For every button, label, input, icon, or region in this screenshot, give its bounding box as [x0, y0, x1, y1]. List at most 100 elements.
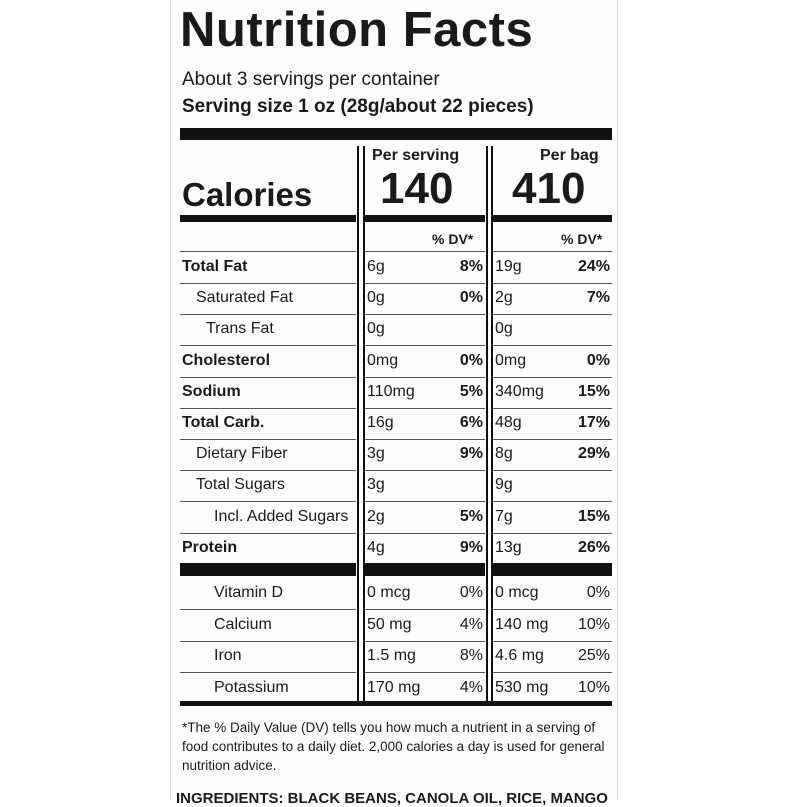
- nutrient-name: Trans Fat: [206, 320, 274, 338]
- daily-value: 0%: [586, 351, 610, 369]
- daily-value: 26%: [577, 538, 610, 556]
- row-rule: [493, 345, 612, 346]
- amount: 0g: [367, 289, 385, 307]
- row-rule: [493, 251, 612, 252]
- amount: 16g: [367, 414, 394, 431]
- daily-value: 6%: [459, 414, 483, 431]
- serving-size: Serving size 1 oz (28g/about 22 pieces): [182, 96, 534, 117]
- row-rule: [365, 470, 485, 471]
- daily-value: 15%: [577, 507, 610, 525]
- amount: 530 mg: [495, 678, 549, 696]
- daily-value: 8%: [459, 258, 483, 275]
- row-rule: [180, 408, 356, 409]
- row-rule: [365, 439, 485, 440]
- dv-header: % DV*: [432, 231, 474, 247]
- row-rule: [180, 377, 356, 378]
- row-rule: [365, 408, 485, 409]
- row-rule: [493, 377, 612, 378]
- nutrient-name: Protein: [182, 538, 238, 556]
- row-rule: [365, 641, 485, 642]
- row-rule: [180, 641, 356, 642]
- daily-value: 15%: [577, 382, 610, 400]
- daily-value: 0%: [586, 584, 610, 601]
- daily-value: 17%: [577, 414, 610, 431]
- thick-rule: [180, 128, 612, 140]
- calories-value: 410: [512, 164, 586, 213]
- amount: 9g: [495, 476, 513, 494]
- amount: 170 mg: [367, 678, 421, 696]
- row-rule: [180, 470, 356, 471]
- column-rule: [357, 146, 359, 701]
- amount: 4.6 mg: [495, 647, 544, 664]
- daily-value: 0%: [459, 584, 483, 601]
- daily-value: 10%: [577, 678, 610, 696]
- row-rule: [493, 470, 612, 471]
- row-rule: [493, 283, 612, 284]
- rule: [492, 215, 612, 222]
- amount: 0 mcg: [495, 584, 539, 601]
- daily-value: 10%: [577, 615, 610, 633]
- calories-value: 140: [380, 164, 454, 213]
- row-rule: [365, 609, 485, 610]
- rule: [180, 215, 356, 222]
- amount: 1.5 mg: [367, 647, 416, 664]
- row-rule: [493, 408, 612, 409]
- row-rule: [180, 439, 356, 440]
- row-rule: [365, 283, 485, 284]
- row-rule: [493, 501, 612, 502]
- servings: About 3 servings per container: [182, 69, 440, 90]
- nutrient-name: Potassium: [214, 678, 289, 696]
- nutrient-name: Total Sugars: [196, 476, 285, 494]
- row-rule: [180, 283, 356, 284]
- row-rule: [365, 377, 485, 378]
- rule: [365, 563, 485, 576]
- nutrient-name: Incl. Added Sugars: [214, 507, 349, 525]
- row-rule: [180, 501, 356, 502]
- row-rule: [365, 251, 485, 252]
- amount: 0 mcg: [367, 584, 411, 601]
- ingredients: INGREDIENTS: BLACK BEANS, CANOLA OIL, RI…: [176, 790, 608, 807]
- row-rule: [493, 314, 612, 315]
- row-rule: [365, 533, 485, 534]
- amount: 8g: [495, 445, 513, 463]
- daily-value: 5%: [459, 382, 483, 400]
- amount: 2g: [495, 289, 513, 307]
- daily-value: 8%: [459, 647, 483, 664]
- row-rule: [180, 314, 356, 315]
- column-rule: [491, 146, 493, 701]
- column-header: Per serving: [372, 147, 460, 164]
- row-rule: [180, 672, 356, 673]
- amount: 0g: [367, 320, 385, 338]
- amount: 48g: [495, 414, 522, 431]
- amount: 0g: [495, 320, 513, 338]
- daily-value: 25%: [577, 647, 610, 664]
- amount: 6g: [367, 258, 385, 275]
- nutrient-name: Vitamin D: [214, 584, 284, 601]
- nutrient-name: Calcium: [214, 615, 272, 633]
- title: Nutrition Facts: [180, 3, 534, 57]
- amount: 50 mg: [367, 615, 412, 633]
- rule: [180, 701, 612, 706]
- row-rule: [180, 345, 356, 346]
- row-rule: [180, 251, 356, 252]
- row-rule: [180, 609, 356, 610]
- column-rule: [486, 146, 488, 701]
- nutrient-name: Total Carb.: [182, 414, 265, 431]
- daily-value: 4%: [459, 678, 483, 696]
- row-rule: [493, 641, 612, 642]
- amount: 110mg: [367, 382, 415, 400]
- calories-label: Calories: [182, 176, 313, 213]
- amount: 140 mg: [495, 615, 549, 633]
- amount: 3g: [367, 445, 385, 463]
- nutrient-name: Iron: [214, 647, 242, 664]
- amount: 0mg: [367, 351, 399, 369]
- nutrient-name: Total Fat: [182, 258, 248, 275]
- amount: 0mg: [495, 351, 527, 369]
- amount: 4g: [367, 538, 385, 556]
- amount: 7g: [495, 507, 513, 525]
- rule: [363, 215, 485, 222]
- nutrient-name: Dietary Fiber: [196, 445, 288, 463]
- daily-value: 7%: [586, 289, 610, 307]
- amount: 13g: [495, 538, 522, 556]
